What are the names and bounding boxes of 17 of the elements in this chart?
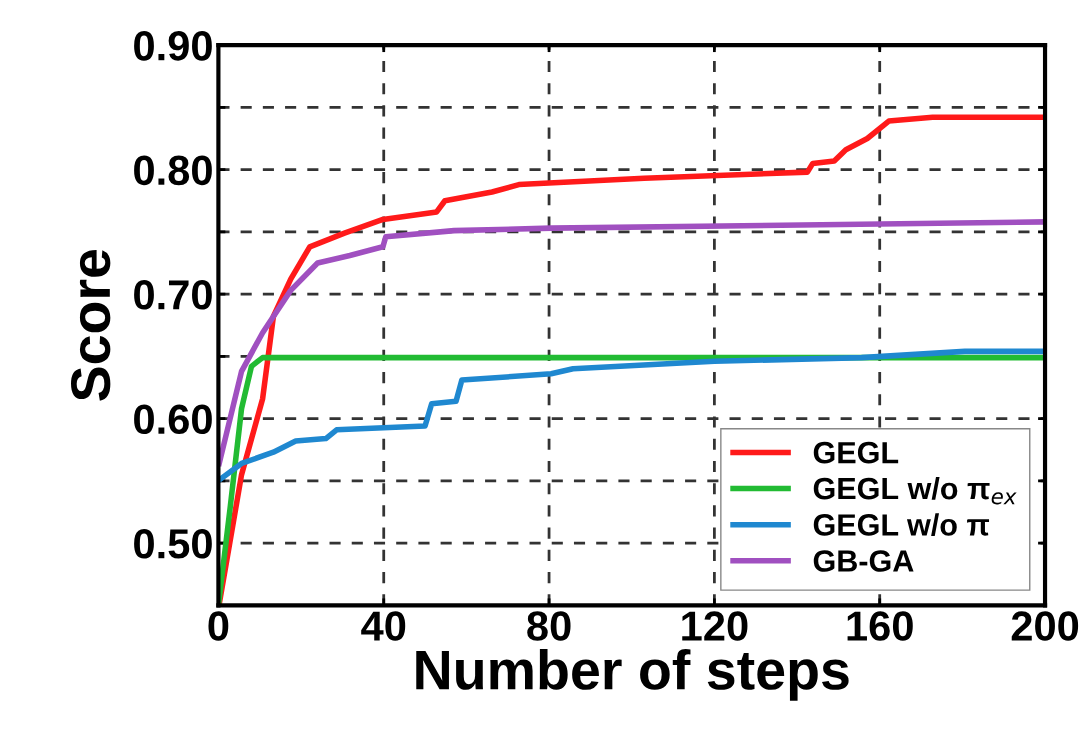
legend-label: GEGL [813, 441, 899, 464]
x-tick-label: 160 [847, 611, 913, 641]
legend-label: GEGL w/o π$_{ex}$ [813, 476, 1017, 505]
y-axis-title: Score [71, 249, 111, 401]
x-tick-label: 40 [361, 611, 406, 641]
x-tick-label: 200 [1011, 611, 1079, 641]
legend-label: GEGL w/o π [813, 513, 990, 537]
y-tick-label: 0.90 [134, 31, 212, 61]
x-tick-label: 0 [208, 611, 229, 641]
x-axis-title: Number of steps [416, 649, 849, 701]
legend-label: GB-GA [813, 550, 914, 572]
y-tick-label: 0.60 [134, 404, 212, 435]
x-tick-label: 80 [527, 611, 571, 641]
y-tick-label: 0.50 [134, 529, 212, 559]
x-tick-label: 120 [682, 611, 748, 641]
y-tick-label: 0.80 [134, 155, 212, 186]
y-tick-label: 0.70 [134, 280, 212, 310]
